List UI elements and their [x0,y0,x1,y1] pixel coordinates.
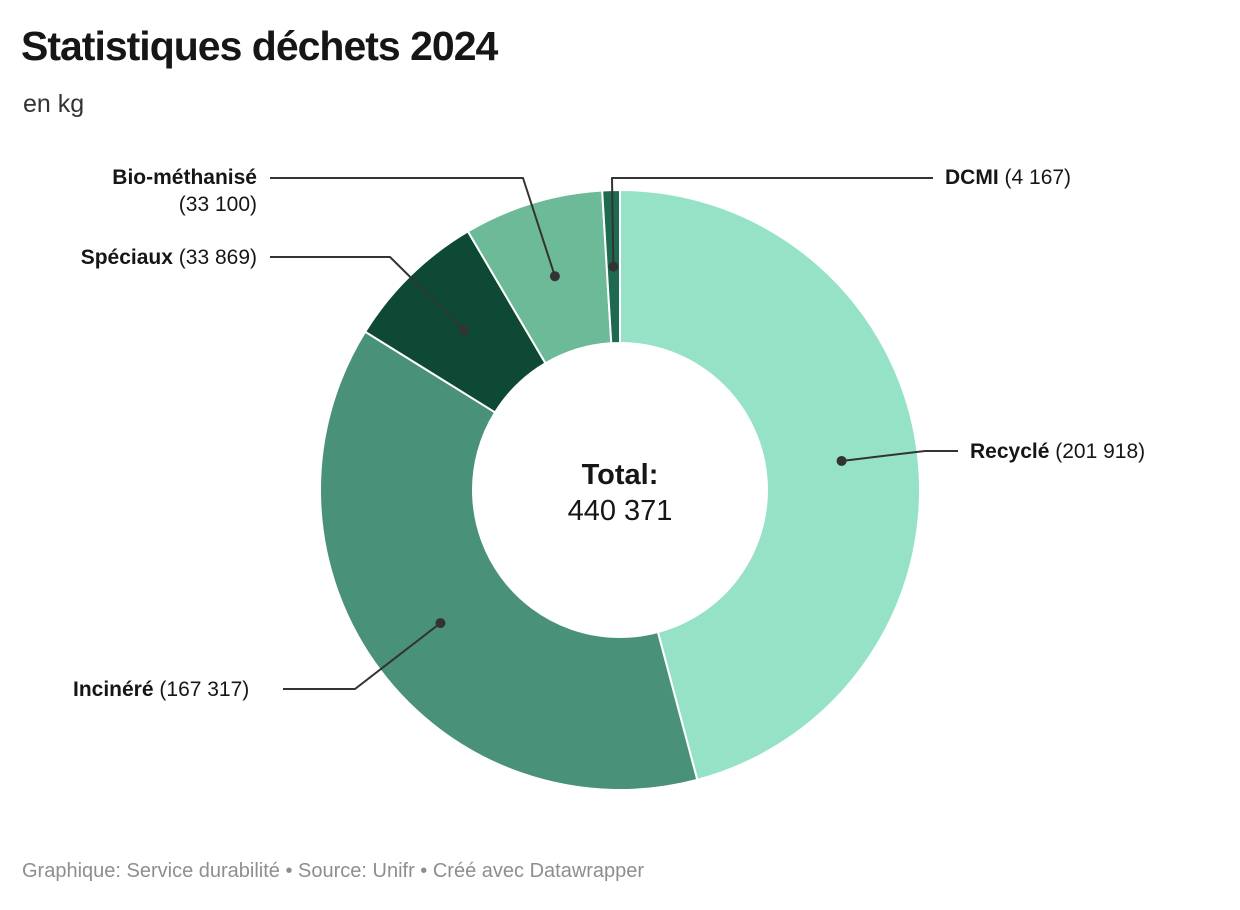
callout-dot-speciaux [458,325,469,336]
segment-value-recycle: (201 918) [1055,440,1146,463]
callout-dot-bio-methanise [549,271,560,282]
callout-line-recycle [841,450,958,462]
callout-line-speciaux [270,256,465,331]
callout-label-recycle: Recyclé (201 918) [970,438,1145,465]
pie-slice-incinere[interactable] [319,330,699,791]
segment-value-bio-methanise: (33 100) [178,193,257,216]
donut-center-total: Total: 440 371 [470,457,770,529]
callout-label-speciaux: Spéciaux (33 869) [81,244,257,271]
segment-name-bio-methanise: Bio-méthanisé [112,166,257,189]
callout-dot-incinere [435,618,446,629]
callout-dot-recycle [836,455,847,466]
segment-name-speciaux: Spéciaux [80,246,173,269]
pie-slice-recycle[interactable] [619,188,921,782]
callout-label-bio-methanise: Bio-méthanisé (33 100) [112,164,257,218]
chart-footer: Graphique: Service durabilité • Source: … [22,860,645,882]
chart-subtitle: en kg [23,90,85,118]
callout-label-incinere: Incinéré (167 317) [73,676,249,703]
segment-value-speciaux: (33 869) [178,246,257,269]
callout-line-incinere [283,622,442,690]
segment-name-incinere: Incinéré [73,678,154,701]
total-value: 440 371 [567,495,673,527]
segment-name-dcmi: DCMI [945,166,999,189]
segment-value-incinere: (167 317) [159,678,250,701]
callout-line-dcmi [611,177,933,267]
total-label: Total: [581,459,659,491]
segment-name-recycle: Recyclé [970,440,1050,463]
chart-title: Statistiques déchets 2024 [21,23,498,69]
callout-label-dcmi: DCMI (4 167) [945,164,1071,191]
callout-dot-dcmi [608,261,619,272]
callout-line-bio-methanise [270,177,556,277]
segment-value-dcmi: (4 167) [1004,166,1072,189]
